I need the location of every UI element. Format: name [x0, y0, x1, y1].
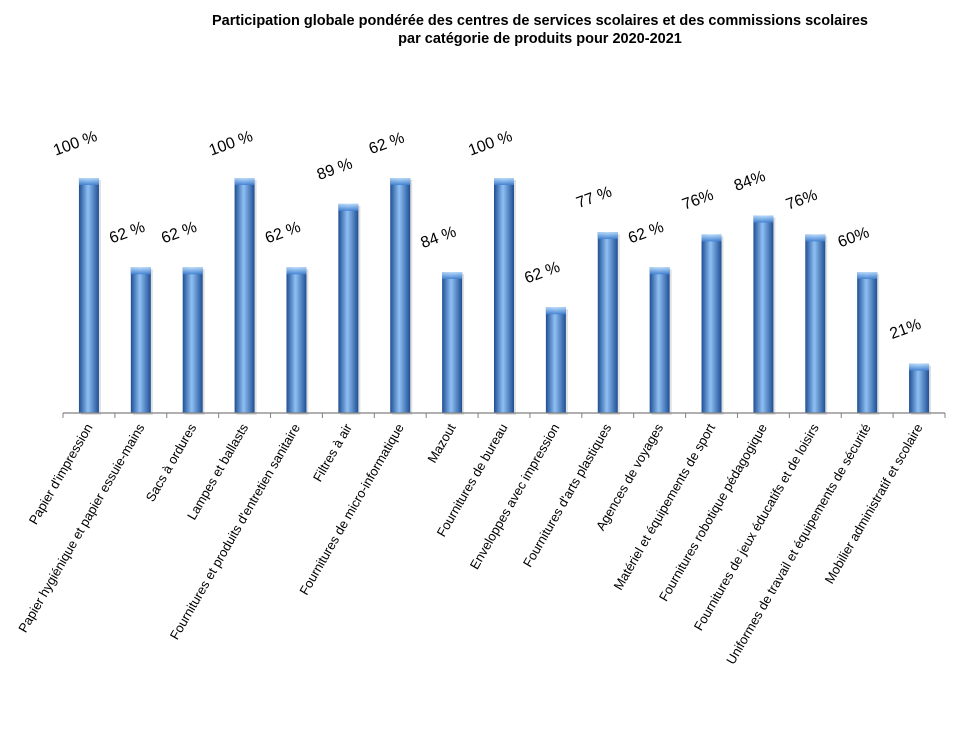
bar [649, 267, 672, 415]
bar-body [390, 178, 411, 413]
data-label: 100 % [51, 128, 99, 159]
chart-title-line-2: par catégorie de produits pour 2020-2021 [398, 31, 682, 47]
data-label: 62 % [626, 219, 666, 247]
bar [182, 267, 205, 415]
x-tick-label: Fournitures robotique pédagogique [656, 421, 770, 604]
bar [130, 267, 153, 415]
bar [286, 267, 309, 415]
bar-body [753, 215, 774, 413]
x-tick-label: Matériel et équipements de sport [610, 421, 718, 593]
bar-cap [442, 272, 463, 279]
bar-cap [338, 203, 359, 211]
x-tick-label: Sacs à ordures [143, 421, 200, 505]
x-tick-label: Mobilier administratif et scolaire [822, 421, 926, 586]
bar-cap [130, 267, 151, 275]
data-label: 77 % [574, 184, 614, 212]
bar-body [78, 178, 99, 413]
bar-body [234, 178, 255, 413]
bar [78, 178, 101, 415]
x-tick-label: Enveloppes avec impression [467, 421, 563, 572]
bar-cap [909, 363, 930, 371]
x-tick-label: Fournitures de micro-informatique [296, 421, 407, 597]
data-label: 62 % [159, 219, 199, 247]
bar [597, 232, 620, 415]
data-label: 89 % [315, 155, 355, 183]
bar-body [857, 272, 878, 413]
bar-body [701, 234, 722, 413]
data-label: 100 % [466, 128, 514, 159]
bar [753, 215, 776, 415]
x-axis [62, 412, 946, 418]
data-label: 21% [888, 316, 924, 343]
bar-cap [234, 178, 255, 185]
bar [805, 234, 828, 415]
data-labels-layer: 100 % 62 % 62 % 100 % 62 % 89 % 62 % 84 % 100 % 6… [51, 128, 923, 343]
bar [442, 272, 465, 415]
bar-cap [182, 267, 203, 275]
bar-body [130, 267, 151, 413]
data-label: 76% [784, 187, 820, 214]
data-label: 76% [680, 187, 716, 214]
bar-body [909, 363, 930, 413]
data-label: 100 % [207, 128, 255, 159]
bar [390, 178, 413, 415]
bar [338, 203, 361, 415]
data-label: 60% [836, 224, 872, 251]
bar-body [597, 232, 618, 413]
bar-cap [78, 178, 99, 185]
bar-body [286, 267, 307, 413]
data-label: 62 % [263, 219, 303, 247]
bar-cap [597, 232, 618, 240]
bar-body [649, 267, 670, 413]
bar [857, 272, 880, 415]
bar-body [338, 203, 359, 413]
bar [701, 234, 724, 415]
bar-cap [286, 267, 307, 275]
bar-cap [545, 307, 566, 315]
x-tick-label: Fournitures d'arts plastiques [520, 421, 615, 570]
bar [234, 178, 257, 415]
x-tick-label: Filtres à air [310, 420, 355, 484]
bar-body [494, 178, 514, 413]
bar-cap [805, 234, 826, 242]
bar-body [805, 234, 826, 413]
bar [545, 307, 568, 415]
x-tick-label: Mazout [424, 421, 458, 466]
chart-title-line-1: Participation globale pondérée des centr… [211, 13, 868, 29]
data-label: 84% [732, 168, 768, 195]
bar-body [182, 267, 203, 413]
bar-body [545, 307, 566, 413]
bar-cap [494, 178, 514, 185]
bar-cap [701, 234, 722, 242]
bar-cap [753, 215, 774, 223]
data-label: 62 % [367, 130, 407, 158]
bar-body [442, 272, 463, 413]
data-label: 84 % [419, 224, 459, 252]
bar [909, 363, 932, 415]
bar [494, 178, 516, 415]
bars-layer [78, 178, 932, 415]
chart-title: Participation globale pondérée des centr… [60, 12, 954, 48]
data-label: 62 % [522, 259, 562, 287]
data-label: 62 % [107, 219, 147, 247]
bar-cap [649, 267, 670, 275]
bar-cap [857, 272, 878, 279]
bar-cap [390, 178, 411, 185]
